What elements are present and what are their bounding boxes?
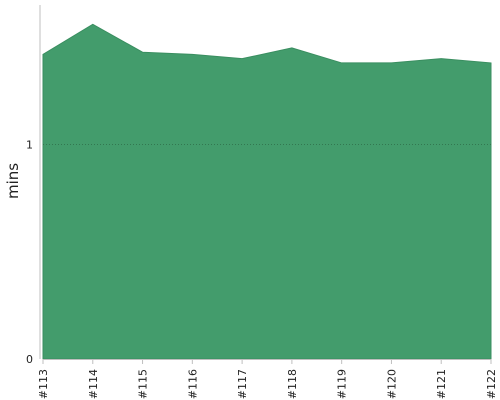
x-tick-label: #113 <box>37 369 50 399</box>
x-tick-label: #121 <box>435 369 448 399</box>
x-tick-label: #118 <box>286 369 299 399</box>
x-tick-label: #117 <box>236 369 249 399</box>
x-tick-label: #115 <box>137 369 150 399</box>
area-series-0 <box>42 23 492 360</box>
x-tick-label: #119 <box>336 369 349 399</box>
plot-area <box>42 23 492 360</box>
x-tick-label: #122 <box>485 369 498 399</box>
y-tick-label: 0 <box>26 353 33 366</box>
y-axis-label: mins <box>4 163 22 199</box>
tick-labels: #113 #114 #115 #116 #117 #118 #119 #120 #121 #122… <box>26 138 498 399</box>
x-tick-label: #114 <box>87 369 100 399</box>
x-tick-label: #116 <box>186 369 199 399</box>
axes <box>39 5 491 360</box>
x-tick-label: #120 <box>385 369 398 399</box>
y-tick-label: 1 <box>26 138 33 151</box>
